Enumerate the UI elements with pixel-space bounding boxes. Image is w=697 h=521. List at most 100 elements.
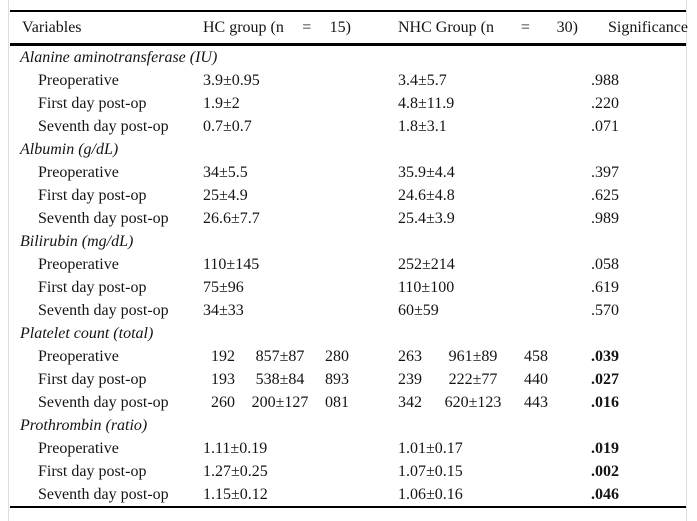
significance-value: .071: [591, 117, 619, 135]
hc-value: 34±5.5: [203, 163, 248, 181]
row-label: Preoperative: [38, 163, 119, 181]
nhc-value: 252±214: [398, 255, 455, 273]
row-label: Seventh day post-op: [38, 117, 169, 135]
hc-value: 192 857±87 280: [203, 347, 398, 365]
row-label: Seventh day post-op: [38, 393, 169, 411]
table-row: First day post-op 75±96 110±100 .619: [10, 276, 686, 299]
nhc-part: 620±123: [444, 393, 502, 411]
hc-group-n: 15): [329, 18, 351, 36]
hc-value: 110±145: [203, 255, 260, 273]
hc-value-justified: 193 538±84 893: [211, 370, 349, 388]
hc-value: 1.11±0.19: [203, 439, 268, 457]
significance-value: .989: [591, 209, 619, 227]
table-row: Preoperative 192 857±87 280 263 961±89 4…: [10, 345, 686, 368]
table-header-row: Variables HC group (n = 15) NHC Group (n…: [10, 12, 688, 46]
hc-value: 1.15±0.12: [203, 485, 268, 503]
hc-value: 260 200±127 081: [203, 393, 398, 411]
table-row: First day post-op 25±4.9 24.6±4.8 .625: [10, 184, 686, 207]
hc-part: 893: [325, 370, 349, 388]
row-label: Preoperative: [38, 347, 119, 365]
hc-part: 081: [325, 393, 349, 411]
hc-part: 857±87: [255, 347, 305, 365]
nhc-value: 342 620±123 443: [398, 393, 591, 411]
significance-value: .039: [591, 347, 619, 365]
hc-value-justified: 260 200±127 081: [211, 393, 349, 411]
row-label: First day post-op: [38, 370, 147, 388]
column-header-nhc-group: NHC Group (n = 30): [398, 19, 591, 37]
section-title: Bilirubin (mg/dL): [20, 232, 134, 250]
section-title: Prothrombin (ratio): [20, 416, 148, 434]
table-row: First day post-op 1.27±0.25 1.07±0.15 .0…: [10, 460, 686, 483]
table-row: Preoperative 1.11±0.19 1.01±0.17 .019: [10, 437, 686, 460]
column-header-variables: Variables: [22, 18, 82, 36]
hc-group-equals: =: [302, 18, 312, 36]
significance-header-label: Significance: [608, 18, 688, 36]
table-row: Seventh day post-op 0.7±0.7 1.8±3.1 .071: [10, 115, 686, 138]
nhc-part: 458: [524, 347, 548, 365]
significance-value: .570: [591, 301, 619, 319]
hc-part: 260: [211, 393, 235, 411]
hc-value: 0.7±0.7: [203, 117, 252, 135]
row-label: Preoperative: [38, 439, 119, 457]
significance-value: .019: [591, 439, 619, 457]
significance-value: .002: [591, 462, 619, 480]
table-row: Preoperative 3.9±0.95 3.4±5.7 .988: [10, 69, 686, 92]
nhc-group-label: NHC Group (n: [398, 18, 494, 36]
nhc-value-justified: 342 620±123 443: [398, 393, 548, 411]
nhc-value: 35.9±4.4: [398, 163, 455, 181]
section-header-row: Albumin (g/dL): [10, 138, 686, 161]
nhc-group-n: 30): [556, 18, 578, 36]
results-table: Variables HC group (n = 15) NHC Group (n…: [10, 10, 688, 508]
nhc-value: 1.8±3.1: [398, 117, 447, 135]
significance-value: .625: [591, 186, 619, 204]
nhc-value-justified: 239 222±77 440: [398, 371, 548, 388]
table-row: Preoperative 34±5.5 35.9±4.4 .397: [10, 161, 686, 184]
row-label: First day post-op: [38, 94, 147, 112]
column-header-hc-group: HC group (n = 15): [203, 19, 398, 37]
nhc-value: 110±100: [398, 278, 455, 296]
table-row: Seventh day post-op 34±33 60±59 .570: [10, 299, 686, 322]
significance-value: .058: [591, 255, 619, 273]
nhc-value: 1.07±0.15: [398, 462, 463, 480]
hc-value: 25±4.9: [203, 186, 248, 204]
table-row: First day post-op 1.9±2 4.8±11.9 .220: [10, 92, 686, 115]
significance-value: .046: [591, 485, 619, 503]
hc-part: 280: [325, 347, 349, 365]
hc-part: 538±84: [255, 370, 305, 388]
hc-value-justified: 192 857±87 280: [211, 347, 349, 365]
hc-value: 26.6±7.7: [203, 209, 260, 227]
hc-value: 34±33: [203, 301, 244, 319]
hc-group-label: HC group (n: [203, 18, 284, 36]
table-row: Seventh day post-op 1.15±0.12 1.06±0.16 …: [10, 483, 686, 506]
nhc-value: 4.8±11.9: [398, 94, 455, 112]
table-row: Preoperative 110±145 252±214 .058: [10, 253, 686, 276]
significance-value: .027: [591, 370, 619, 388]
table-row: Seventh day post-op 26.6±7.7 25.4±3.9 .9…: [10, 207, 686, 230]
nhc-value: 1.01±0.17: [398, 439, 463, 457]
row-label: Seventh day post-op: [38, 209, 169, 227]
nhc-value-justified: 263 961±89 458: [398, 347, 548, 365]
hc-value: 3.9±0.95: [203, 71, 260, 89]
nhc-part: 961±89: [448, 347, 498, 365]
section-title: Albumin (g/dL): [20, 140, 119, 158]
hc-part: 193: [211, 370, 235, 388]
nhc-value: 3.4±5.7: [398, 71, 447, 89]
nhc-group-equals: =: [520, 18, 530, 36]
section-title: Platelet count (total): [20, 324, 154, 342]
row-label: Seventh day post-op: [38, 301, 169, 319]
significance-value: .016: [591, 393, 619, 411]
hc-value: 193 538±84 893: [203, 370, 398, 388]
row-label: First day post-op: [38, 278, 147, 296]
section-header-row: Bilirubin (mg/dL): [10, 230, 686, 253]
table-row: Seventh day post-op 260 200±127 081 342 …: [10, 391, 686, 414]
row-label: First day post-op: [38, 186, 147, 204]
nhc-part: 342: [398, 393, 422, 411]
table-row: First day post-op 193 538±84 893 239 222…: [10, 368, 686, 391]
hc-group-header-justified: HC group (n = 15): [203, 19, 351, 37]
hc-part: 192: [211, 347, 235, 365]
section-title: Alanine aminotransferase (IU): [20, 48, 218, 66]
row-label: Seventh day post-op: [38, 485, 169, 503]
column-header-significance: Significance: [591, 19, 688, 37]
significance-value: .220: [591, 94, 619, 112]
hc-part: 200±127: [251, 393, 309, 411]
